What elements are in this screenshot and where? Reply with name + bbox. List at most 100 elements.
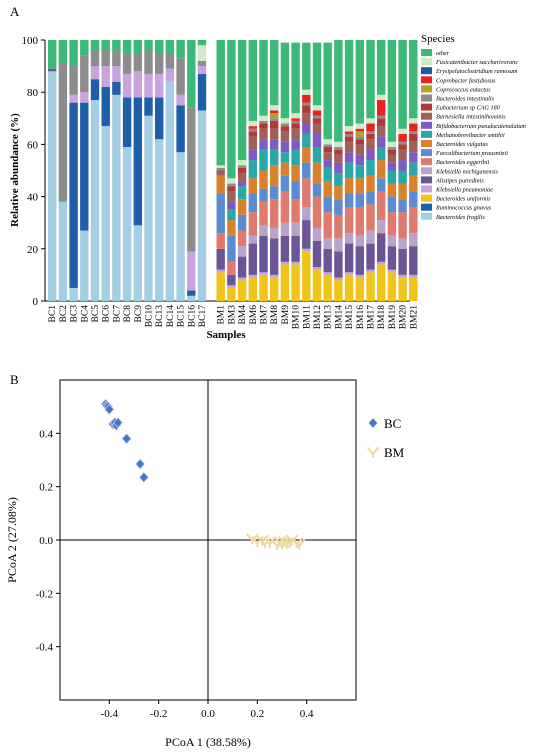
bar-segment [227, 191, 236, 202]
panel-a-label: A [10, 4, 20, 19]
bar-BC9 [133, 40, 142, 301]
bar-segment [144, 73, 153, 98]
bar-segment [291, 235, 300, 262]
legend-swatch [421, 112, 432, 120]
bar-segment [176, 58, 185, 95]
bar-x-ticks: BC1 BC2 BC3 BC4 BC5 BC6 BC7 BC8 BC9 BC10 BC13 BC14 B… [48, 305, 419, 330]
bar-segment [398, 128, 407, 134]
bar-segment [80, 230, 89, 301]
bar-segment [270, 105, 279, 111]
bar-segment [144, 40, 153, 51]
bar-segment [259, 139, 268, 150]
bar-segment [248, 160, 257, 179]
bar-segment [187, 295, 196, 301]
bar-segment [312, 240, 322, 268]
pcoa-y-axis-title: PCoA 2 (27.08%) [5, 497, 19, 583]
bar-segment [280, 118, 290, 124]
bar-segment [377, 147, 386, 161]
stacked-bar-chart: 0 20 40 60 80 100 BC1 BC2 BC3 BC4 BC5 BC6 BC7 BC8 BC9… [9, 35, 419, 341]
legend-item: Bacteroides eggerthii [421, 158, 489, 166]
bar-segment [155, 97, 164, 140]
bar-segment [280, 175, 290, 192]
bar-segment [248, 131, 257, 137]
bar-segment [69, 287, 78, 301]
bar-BM4 [237, 40, 247, 301]
bar-segment [112, 94, 121, 301]
bar-x-tick-label: BC1 [48, 305, 58, 323]
bar-segment [398, 199, 407, 213]
bar-segment [334, 149, 343, 155]
pcoa-point [285, 535, 298, 546]
pcoa-scatter-plot: -0.4 -0.2 0.0 0.2 0.4 -0.4 -0.2 0.0 0.2 0.4 PCoA… [5, 379, 357, 749]
bar-x-tick-label: BM15 [345, 305, 355, 330]
legend-item: Alistipes putredinis [421, 176, 484, 184]
legend-label: Ruminococcus gnavus [435, 205, 492, 212]
pcoa-point [293, 539, 306, 550]
bar-segment [216, 40, 225, 166]
bar-segment [302, 42, 311, 90]
bar-segment [398, 133, 407, 142]
pcoa-y-tick-label: 0.0 [39, 535, 53, 547]
legend-item: Klebsiella michiganensis [421, 167, 499, 175]
bar-segment [144, 115, 153, 301]
bar-segment [355, 128, 364, 132]
bar-segment [377, 261, 386, 265]
pcoa-point [246, 533, 259, 545]
bar-BM7 [259, 40, 268, 301]
bar-segment [291, 261, 300, 265]
bar-segment [355, 165, 364, 179]
bar-segment [197, 110, 207, 301]
bar-segment [227, 287, 236, 301]
bar-segment [302, 178, 311, 208]
bar-x-tick-label: BM1 [217, 305, 227, 325]
bar-x-tick-label: BM6 [249, 305, 259, 325]
bar-segment [387, 272, 397, 301]
bar-segment [248, 120, 257, 127]
bar-segment [122, 73, 132, 98]
bar-segment [323, 180, 332, 197]
bar-segment [387, 269, 397, 273]
legend-label: Klebsiella michiganensis [435, 168, 499, 175]
bar-segment [409, 175, 418, 192]
bar-segment [377, 40, 386, 95]
legend-label: Bacteroides eggerthii [436, 159, 489, 166]
bar-segment [237, 277, 247, 281]
bar-x-tick-label: BM18 [377, 305, 387, 330]
bar-segment [355, 136, 364, 140]
pcoa-legend-marker [367, 417, 379, 429]
legend-label: Bifidobacterium pseudocatenulatum [436, 123, 526, 130]
legend-swatch [421, 94, 432, 102]
bar-segment [270, 120, 279, 129]
legend-swatch [421, 167, 432, 175]
bar-x-tick-label: BC7 [112, 305, 122, 323]
bar-segment [187, 251, 196, 291]
bar-segment [409, 162, 418, 176]
bar-y-ticks: 0 20 40 60 80 100 [22, 35, 45, 308]
pcoa-point [278, 536, 291, 548]
bar-x-tick-label: BM9 [281, 305, 291, 325]
bar-segment [323, 238, 332, 249]
legend-label: Bacteroides uniformis [436, 196, 491, 203]
bar-segment [69, 40, 78, 67]
bar-segment [248, 126, 257, 129]
bar-segment [144, 97, 153, 116]
bar-segment [237, 199, 247, 215]
bar-segment [122, 40, 132, 54]
bar-segment [280, 131, 290, 142]
bar-segment [323, 42, 332, 140]
bar-BC16 [187, 40, 196, 301]
bar-BC8 [122, 40, 132, 301]
bar-segment [387, 170, 397, 184]
bar-segment [227, 40, 236, 179]
pcoa-legend-item: BC [367, 416, 401, 431]
bar-segment [312, 196, 322, 228]
bar-segment [237, 180, 247, 187]
bar-segment [312, 133, 322, 148]
bar-segment [302, 133, 311, 148]
bar-segment [409, 207, 418, 234]
bar-x-tick-label: BM16 [356, 305, 366, 330]
legend-item: Klebsiella pneumoniae [421, 185, 493, 194]
bar-segment [58, 63, 68, 202]
bar-BM21 [409, 40, 418, 301]
bar-segment [291, 199, 300, 223]
